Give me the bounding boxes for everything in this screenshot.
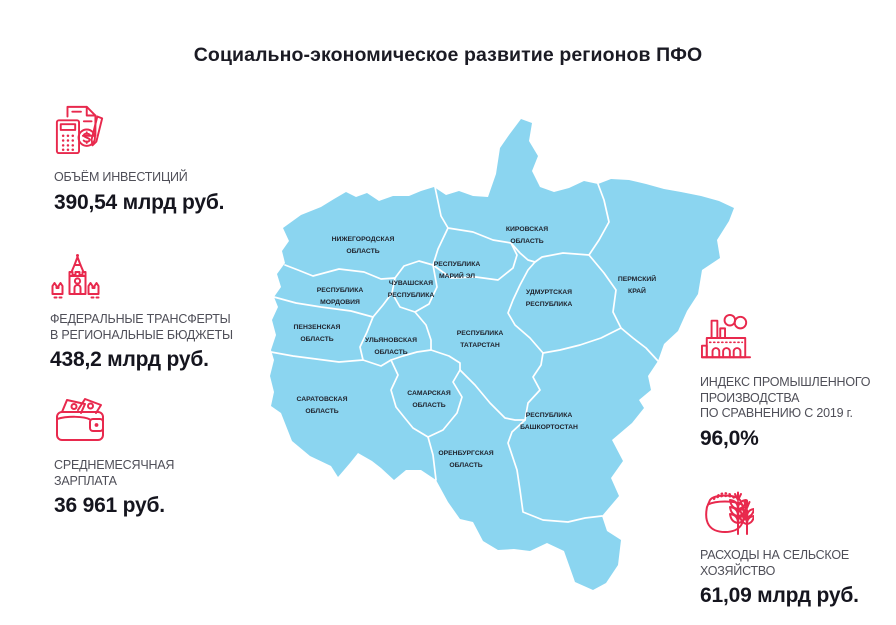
border-ulyanovsk-samara: [390, 349, 432, 361]
region-label-udmurtia: УДМУРТСКАЯ: [526, 289, 572, 296]
svg-text:ОБЛАСТЬ: ОБЛАСТЬ: [305, 408, 338, 415]
svg-text:БАШКОРТОСТАН: БАШКОРТОСТАН: [520, 424, 578, 431]
pfo-district-shape: [270, 119, 734, 590]
border-saratov-orenburg: [427, 436, 437, 481]
calculator-money-icon: [54, 100, 284, 163]
svg-text:ОБЛАСТЬ: ОБЛАСТЬ: [300, 336, 333, 343]
region-label-penza: ПЕНЗЕНСКАЯ: [294, 324, 341, 331]
svg-text:ОБЛАСТЬ: ОБЛАСТЬ: [510, 238, 543, 245]
stat-investments: ОБЪЁМ ИНВЕСТИЦИЙ 390,54 млрд руб.: [54, 100, 284, 215]
svg-text:ОБЛАСТЬ: ОБЛАСТЬ: [346, 248, 379, 255]
stat-transfers: ФЕДЕРАЛЬНЫЕ ТРАНСФЕРТЫ В РЕГИОНАЛЬНЫЕ БЮ…: [50, 252, 280, 372]
border-mordovia-penza: [273, 296, 374, 318]
stat-agriculture: РАСХОДЫ НА СЕЛЬСКОЕ ХОЗЯЙСТВО 61,09 млрд…: [700, 480, 896, 608]
svg-text:РЕСПУБЛИКА: РЕСПУБЛИКА: [388, 292, 435, 299]
region-label-samara: САМАРСКАЯ: [407, 390, 451, 397]
svg-text:МОРДОВИЯ: МОРДОВИЯ: [320, 299, 360, 306]
border-kirovskaya-tatarstan: [510, 242, 536, 263]
stat-salary: СРЕДНЕМЕСЯЧНАЯ ЗАРПЛАТА 36 961 руб.: [54, 394, 284, 518]
border-mordovia-ulyanovsk: [372, 292, 393, 318]
region-label-tatarstan: РЕСПУБЛИКА: [457, 330, 504, 337]
pfo-map: НИЖЕГОРОДСКАЯ ОБЛАСТЬ КИРОВСКАЯ ОБЛАСТЬ …: [270, 119, 734, 590]
wallet-icon: [54, 394, 284, 451]
region-label-mariy-el: РЕСПУБЛИКА: [434, 261, 481, 268]
stat-label: СРЕДНЕМЕСЯЧНАЯ ЗАРПЛАТА: [54, 458, 175, 488]
stat-label: РАСХОДЫ НА СЕЛЬСКОЕ ХОЗЯЙСТВО: [700, 548, 850, 578]
region-label-saratov: САРАТОВСКАЯ: [297, 396, 348, 403]
svg-text:ОБЛАСТЬ: ОБЛАСТЬ: [449, 462, 482, 469]
stat-industry: ИНДЕКС ПРОМЫШЛЕННОГО ПРОИЗВОДСТВА ПО СРА…: [700, 313, 896, 451]
border-ulyanovsk-saratov: [362, 359, 392, 367]
border-ulyanovsk-tatarstan: [414, 311, 432, 351]
border-tatarstan-orenburg: [459, 369, 526, 421]
stat-value: 36 961 руб.: [54, 494, 165, 517]
stat-value: 390,54 млрд руб.: [54, 190, 225, 214]
kremlin-icon: [50, 252, 280, 305]
region-label-bashkortostan: РЕСПУБЛИКА: [526, 412, 573, 419]
border-kirovskaya-permsky: [588, 183, 610, 256]
region-label-orenburg: ОРЕНБУРГСКАЯ: [438, 450, 493, 457]
region-label-nizhegorodskaya: НИЖЕГОРОДСКАЯ: [332, 236, 395, 243]
border-penza-ulyanovsk: [359, 316, 374, 361]
svg-text:МАРИЙ ЭЛ: МАРИЙ ЭЛ: [439, 271, 475, 280]
svg-text:КРАЙ: КРАЙ: [628, 286, 646, 295]
border-penza-saratov: [270, 351, 364, 363]
border-bashkortostan-orenburg: [507, 419, 603, 523]
border-samara-orenburg: [427, 369, 463, 438]
factory-icon: [700, 313, 896, 368]
border-tatarstan-samara: [430, 349, 461, 371]
stat-label: ФЕДЕРАЛЬНЫЕ ТРАНСФЕРТЫ В РЕГИОНАЛЬНЫЕ БЮ…: [50, 312, 233, 342]
region-label-mordovia: РЕСПУБЛИКА: [317, 287, 364, 294]
svg-text:ОБЛАСТЬ: ОБЛАСТЬ: [412, 402, 445, 409]
region-label-permsky: ПЕРМСКИЙ: [618, 274, 656, 283]
region-borders: [270, 183, 659, 523]
border-chuvashia: [391, 260, 438, 313]
grain-sack-icon: [700, 480, 896, 541]
border-samara-saratov: [390, 359, 429, 438]
svg-text:РЕСПУБЛИКА: РЕСПУБЛИКА: [526, 301, 573, 308]
border-permsky-bashkortostan: [620, 327, 659, 362]
border-mariy-el: [432, 227, 518, 281]
svg-text:ТАТАРСТАН: ТАТАРСТАН: [460, 342, 500, 349]
region-labels: НИЖЕГОРОДСКАЯ ОБЛАСТЬ КИРОВСКАЯ ОБЛАСТЬ …: [294, 226, 657, 469]
region-label-chuvashia: ЧУВАШСКАЯ: [389, 280, 433, 287]
page-title: Социально-экономическое развитие регионо…: [193, 44, 703, 66]
svg-text:ОБЛАСТЬ: ОБЛАСТЬ: [374, 349, 407, 356]
stat-label: ИНДЕКС ПРОМЫШЛЕННОГО ПРОИЗВОДСТВА ПО СРА…: [700, 375, 871, 420]
stat-label: ОБЪЁМ ИНВЕСТИЦИЙ: [54, 170, 188, 184]
stat-value: 438,2 млрд руб.: [50, 348, 209, 371]
region-label-kirovskaya: КИРОВСКАЯ: [506, 226, 548, 233]
border-nizhegorodskaya-mordovia: [284, 264, 396, 280]
stat-value: 61,09 млрд руб.: [700, 584, 859, 607]
border-tatarstan-bashkortostan: [524, 352, 544, 421]
region-label-ulyanovsk: УЛЬЯНОВСКАЯ: [365, 337, 417, 344]
stat-value: 96,0%: [700, 426, 759, 450]
border-nizhegorodskaya-kirovskaya: [434, 186, 449, 229]
